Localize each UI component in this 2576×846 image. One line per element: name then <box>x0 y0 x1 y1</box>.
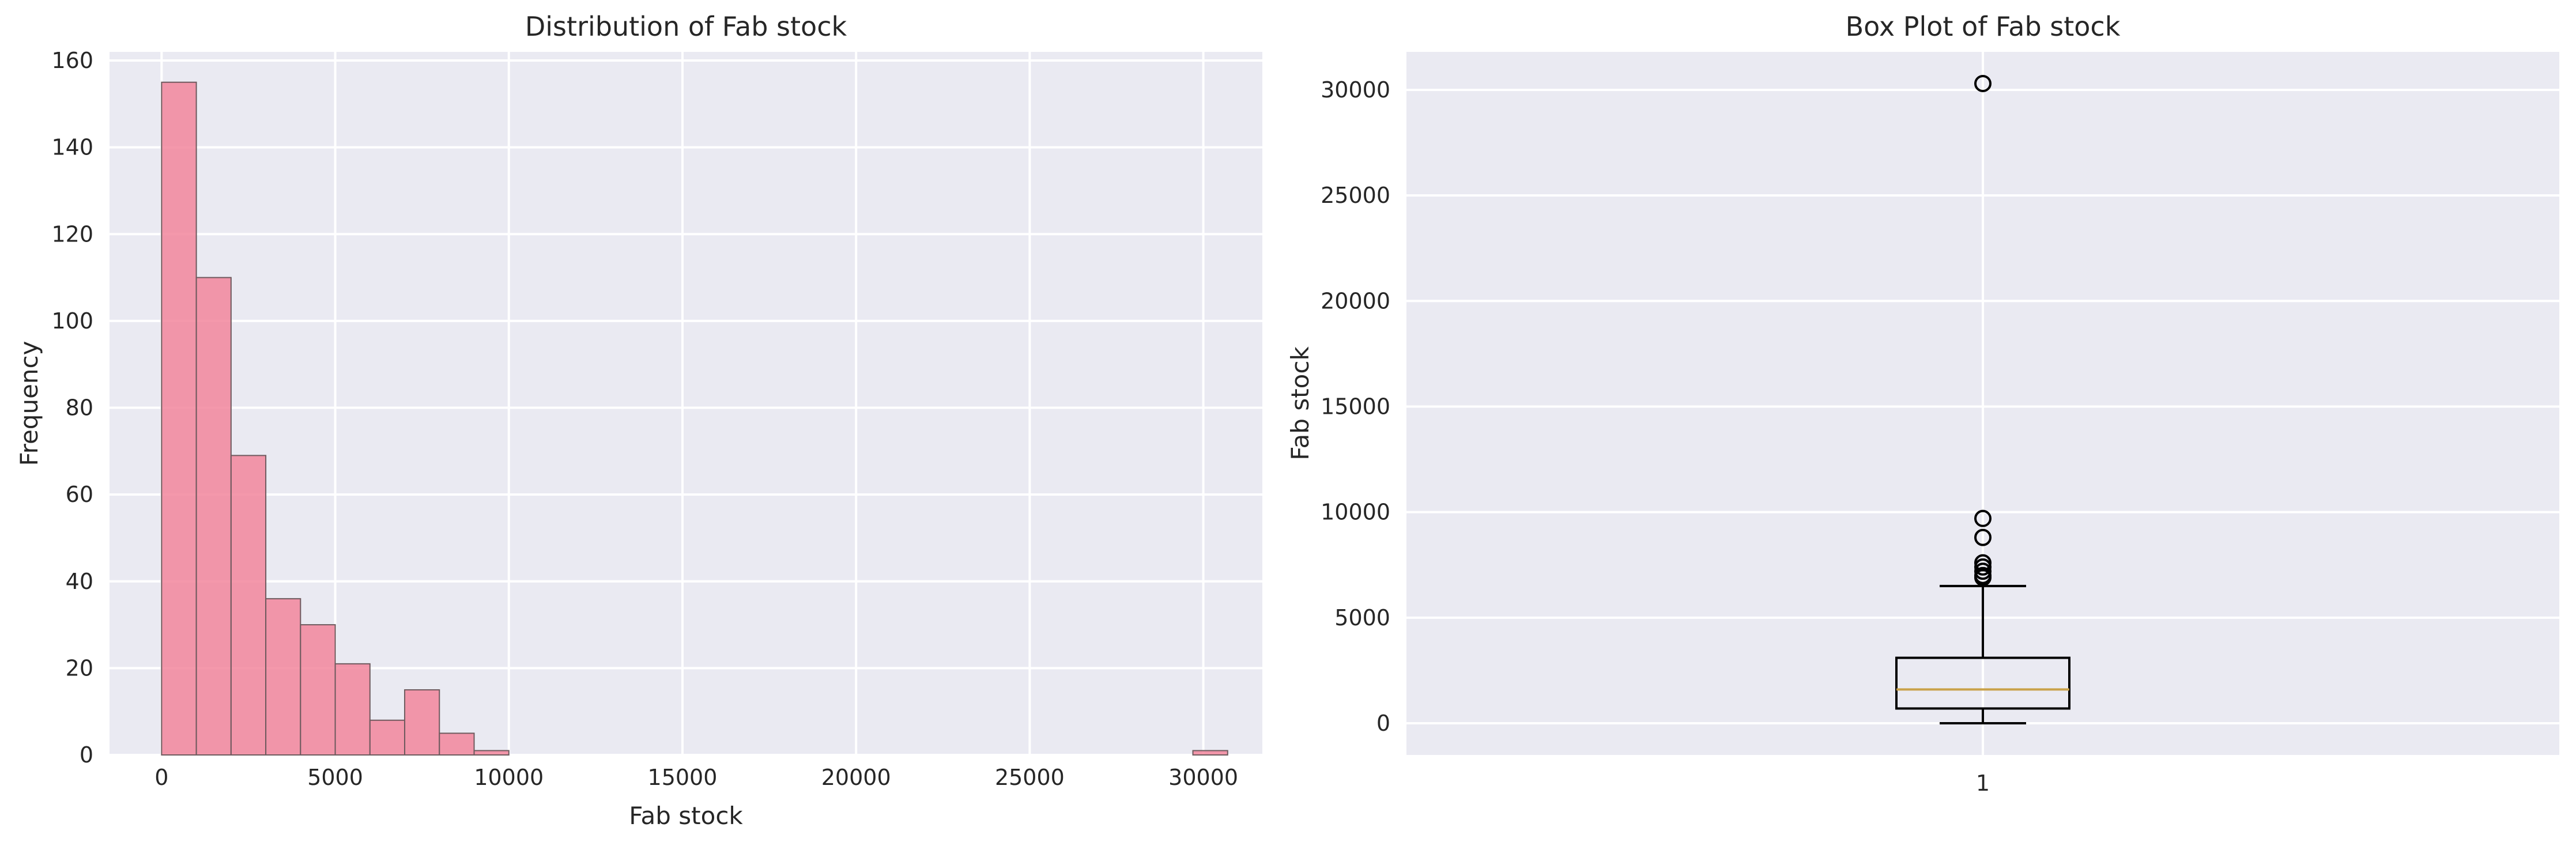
histogram-title: Distribution of Fab stock <box>525 11 847 42</box>
histogram-bar <box>265 598 301 756</box>
histogram-x-tick-label: 20000 <box>821 765 891 790</box>
histogram-x-label: Fab stock <box>629 802 743 830</box>
boxplot-grid <box>1406 52 2559 755</box>
histogram-y-tick-label: 140 <box>51 135 93 160</box>
boxplot-y-tick-label: 30000 <box>1321 77 1390 103</box>
histogram-bar <box>369 719 406 756</box>
boxplot-y-tick-label: 20000 <box>1321 288 1390 314</box>
histogram-x-tick-label: 15000 <box>648 765 718 790</box>
boxplot-outlier <box>1974 509 1992 527</box>
histogram-bar <box>404 689 440 756</box>
histogram-x-tick-label: 0 <box>154 765 168 790</box>
histogram-bar <box>195 277 232 756</box>
boxplot-marks <box>1895 74 2070 725</box>
histogram-bar <box>334 663 371 756</box>
boxplot-outlier <box>1974 74 1992 92</box>
boxplot-y-tick-label: 0 <box>1376 711 1390 736</box>
histogram-x-tick-label: 5000 <box>307 765 363 790</box>
histogram-bar <box>300 624 336 756</box>
boxplot-y-tick-label: 25000 <box>1321 183 1390 208</box>
histogram-x-tick-label: 30000 <box>1168 765 1238 790</box>
histogram-bar <box>1192 750 1228 756</box>
boxplot-x-tick-label: 1 <box>1976 771 1990 796</box>
histogram-bar <box>473 750 510 756</box>
boxplot-y-tick-label: 5000 <box>1334 605 1390 630</box>
boxplot-outlier <box>1974 554 1992 572</box>
histogram-bar <box>161 81 197 756</box>
histogram-x-ticks: 0 5000 10000 15000 20000 25000 30000 <box>154 765 1238 790</box>
histogram-bar <box>439 732 475 756</box>
boxplot-outlier <box>1974 528 1992 546</box>
histogram-bar <box>230 455 267 756</box>
histogram-y-tick-label: 160 <box>51 48 93 73</box>
boxplot-y-tick-label: 10000 <box>1321 500 1390 525</box>
histogram-y-tick-label: 120 <box>51 221 93 247</box>
histogram-y-ticks: 0 20 40 60 80 100 120 140 160 <box>51 48 93 768</box>
boxplot-y-ticks: 0 5000 10000 15000 20000 25000 30000 <box>1321 77 1390 736</box>
histogram-bars <box>161 81 1228 756</box>
histogram-x-tick-label: 10000 <box>474 765 544 790</box>
histogram-panel: 0 5000 10000 15000 20000 25000 30000 0 20 40 60 80… <box>15 11 1262 830</box>
boxplot-title: Box Plot of Fab stock <box>1846 11 2121 42</box>
boxplot-box <box>1895 656 2070 710</box>
histogram-y-tick-label: 60 <box>66 482 93 507</box>
histogram-y-tick-label: 20 <box>66 655 93 681</box>
histogram-y-tick-label: 80 <box>66 395 93 421</box>
histogram-y-tick-label: 100 <box>51 308 93 334</box>
histogram-x-tick-label: 25000 <box>995 765 1065 790</box>
histogram-y-tick-label: 0 <box>80 742 93 768</box>
histogram-y-label: Frequency <box>15 341 43 466</box>
boxplot-y-label: Fab stock <box>1286 346 1314 460</box>
boxplot-y-tick-label: 15000 <box>1321 394 1390 419</box>
histogram-y-tick-label: 40 <box>66 569 93 594</box>
boxplot-panel: 0 5000 10000 15000 20000 25000 30000 1 Box Plo… <box>1286 11 2559 796</box>
